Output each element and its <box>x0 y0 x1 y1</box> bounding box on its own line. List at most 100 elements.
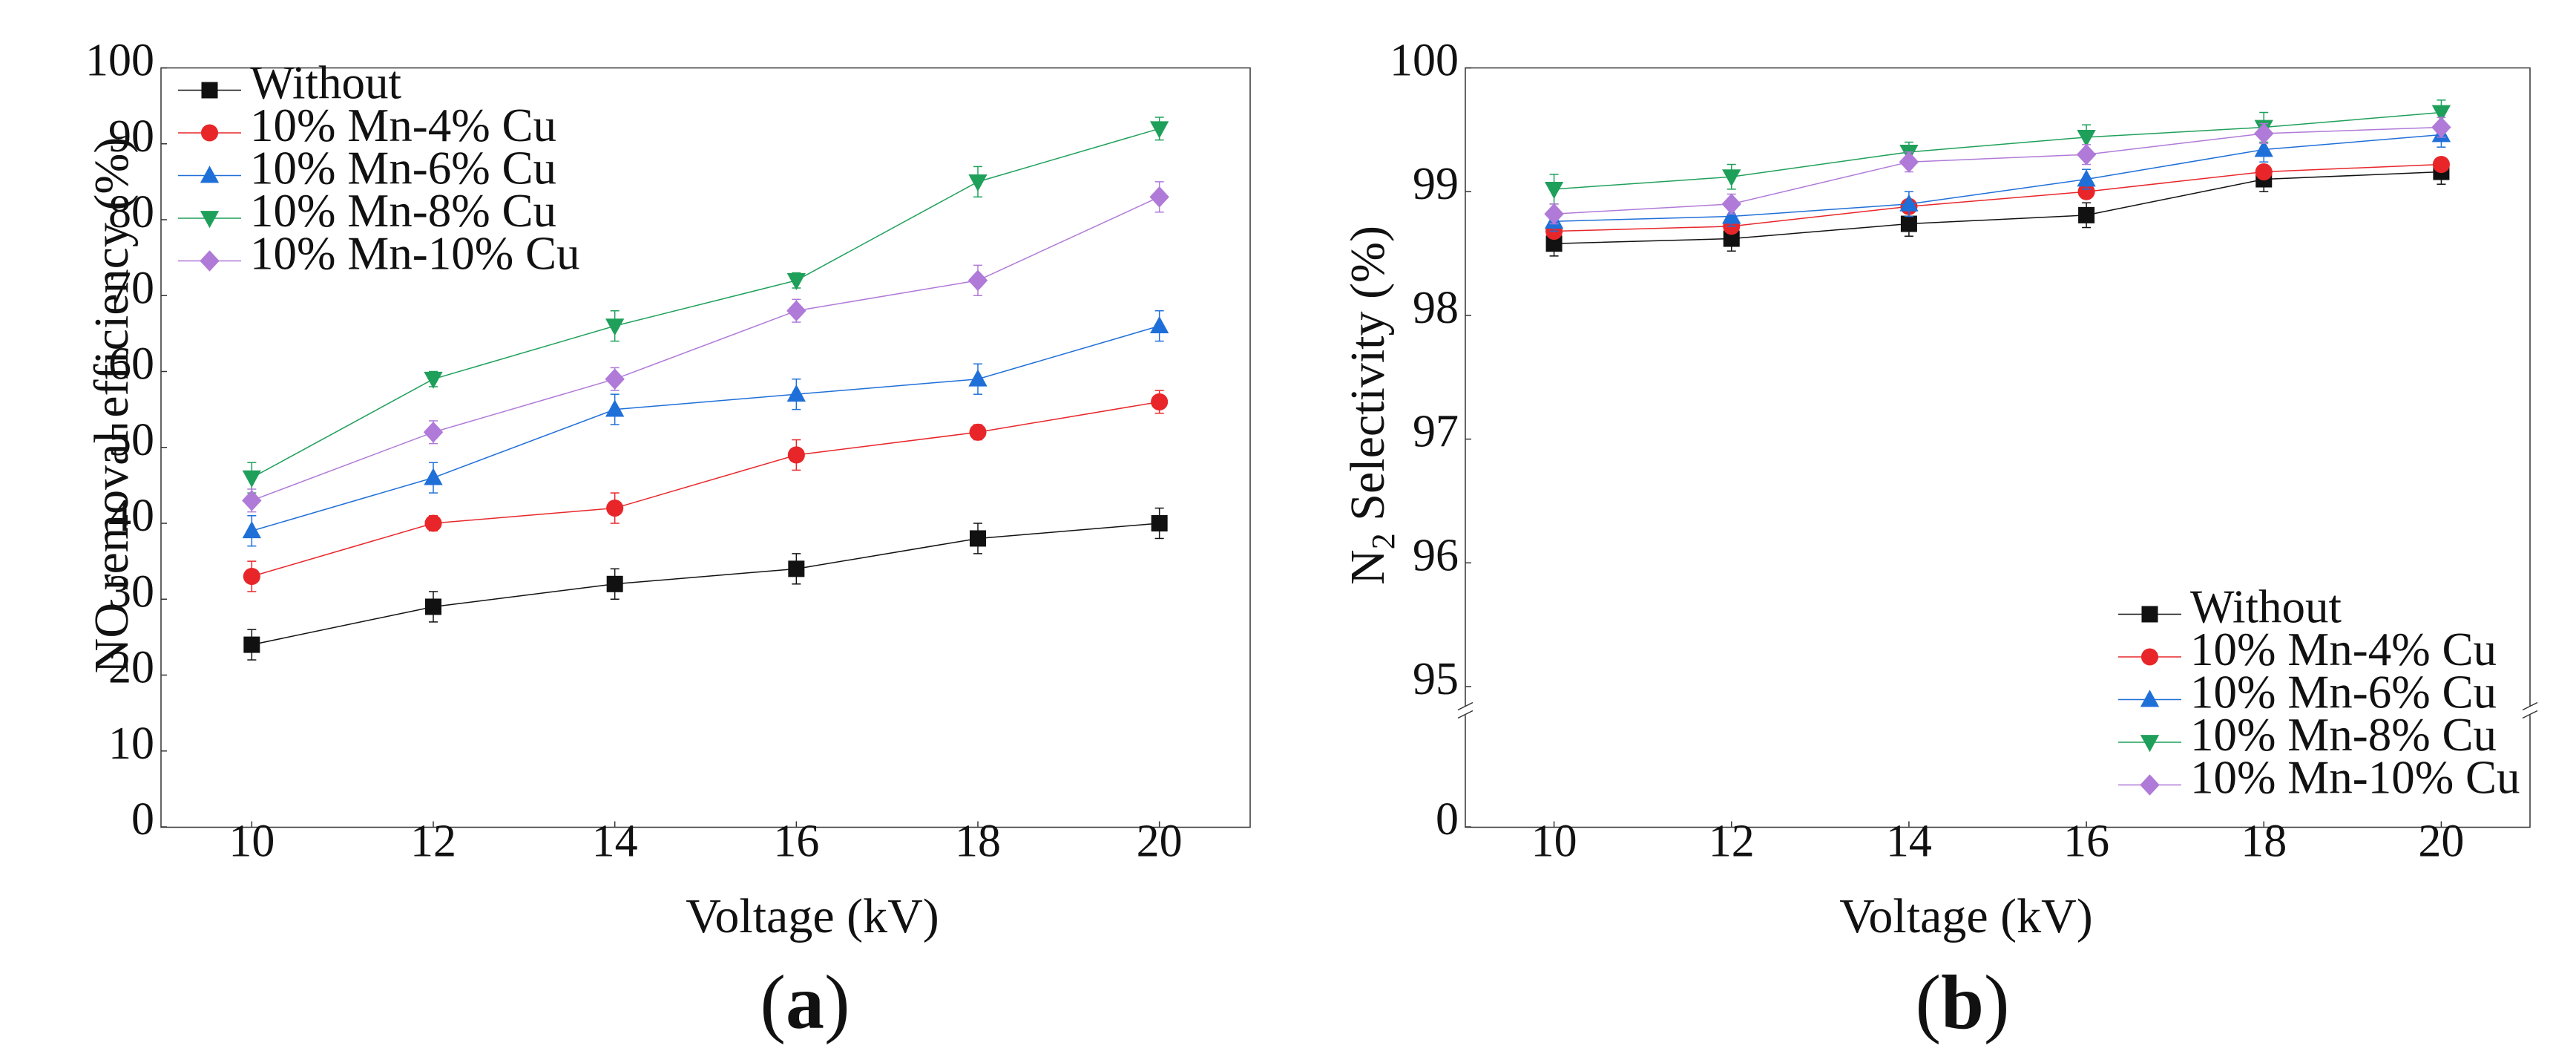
chart-a-legend-label: 10% Mn-4% Cu <box>250 99 556 151</box>
chart-b-data-point <box>2078 206 2095 223</box>
chart-b-series-line <box>1554 163 2442 232</box>
chart-b-series-line <box>1554 134 2442 222</box>
chart-a-y-tick-label: 80 <box>108 187 154 238</box>
chart-a-y-tick-label: 20 <box>108 643 154 693</box>
chart-a-data-point <box>1151 393 1169 410</box>
chart-a-data-point <box>1150 315 1169 334</box>
chart-b-data-point <box>2254 122 2274 145</box>
chart-a-x-tick-label: 12 <box>410 816 456 867</box>
chart-a-y-tick-label: 50 <box>108 415 154 465</box>
chart-a-y-tick-label: 70 <box>108 263 154 313</box>
chart-b-x-tick-label: 16 <box>2063 816 2109 867</box>
chart-a-data-point <box>605 399 625 417</box>
chart-a-data-point <box>424 371 443 389</box>
chart-a-x-axis-title: Voltage (kV) <box>686 889 939 943</box>
chart-b-data-point <box>1544 203 1564 225</box>
chart-b-data-point <box>2431 105 2451 122</box>
chart-b-data-point <box>2077 169 2096 187</box>
chart-b-x-tick-label: 12 <box>1709 816 1755 867</box>
chart-b-frame <box>1465 67 2531 828</box>
chart-a-series-0 <box>243 507 1168 661</box>
chart-b-y-axis-title-main: N <box>1341 549 1395 585</box>
chart-a-series-4 <box>242 181 1169 513</box>
chart-b-data-point <box>1545 235 1563 252</box>
chart-a-data-point <box>968 174 988 192</box>
chart-b-x-tick-label: 10 <box>1531 816 1577 867</box>
chart-b-series-line <box>1554 111 2442 190</box>
chart-a-series-line <box>252 325 1160 531</box>
chart-a-data-point <box>424 468 443 485</box>
chart-b-legend-marker <box>2141 606 2158 623</box>
chart-b-data-point <box>1721 193 1741 215</box>
chart-b-series-0 <box>1545 159 2450 257</box>
chart-b-y-tick-label: 99 <box>1413 159 1459 209</box>
chart-a-legend-marker <box>201 82 218 99</box>
chart-b-data-point <box>1900 215 1917 232</box>
chart-b-data-point <box>2432 155 2450 174</box>
chart-b-y-tick-label: 97 <box>1413 407 1459 457</box>
chart-b-y-tick-label: 95 <box>1413 654 1459 704</box>
chart-a-legend-marker <box>200 250 220 272</box>
chart-a-data-point <box>969 423 987 441</box>
chart-a-legend-label: 10% Mn-6% Cu <box>250 143 556 194</box>
chart-a-data-point <box>606 500 624 517</box>
chart-panel-a: 10 12 14 16 18 20 0 10 20 30 40 50 60 70 80 90 100 Withou… <box>85 36 1251 1045</box>
chart-a-data-point <box>425 598 441 615</box>
chart-a-data-point <box>788 560 805 577</box>
chart-a-y-axis-title: NO removal efficiency (%) <box>85 137 139 674</box>
chart-b-panel-label: (b) <box>1915 960 2009 1045</box>
chart-a-data-point <box>787 446 805 464</box>
chart-a-x-tick-label: 16 <box>773 816 819 867</box>
chart-b-data-point <box>2254 140 2273 157</box>
chart-a-series-3 <box>242 117 1169 494</box>
chart-b-data-point <box>1544 181 1564 200</box>
chart-b-axis-break-mark <box>2522 701 2538 711</box>
chart-b-data-point <box>2431 117 2451 138</box>
chart-b-x-tick-label: 20 <box>2418 816 2464 867</box>
chart-a-data-point <box>606 575 623 592</box>
chart-a-series-line <box>251 128 1160 479</box>
chart-b-x-tick-label: 18 <box>2241 816 2287 867</box>
chart-b-legend-label: 10% Mn-8% Cu <box>2190 709 2497 761</box>
chart-a-y-tick-label: 100 <box>85 36 154 86</box>
chart-a-legend-marker <box>200 166 220 183</box>
chart-a-data-point <box>967 269 988 292</box>
chart-a-y-tick-label: 10 <box>108 719 154 769</box>
chart-a-data-point <box>242 521 261 539</box>
chart-a-data-point <box>1149 186 1169 208</box>
chart-a-legend-label: 10% Mn-8% Cu <box>250 185 556 237</box>
chart-b-x-tick-label: 14 <box>1886 816 1932 867</box>
chart-b-data-point <box>2077 183 2095 200</box>
chart-a-series-2 <box>242 310 1169 547</box>
chart-a-x-tick-label: 10 <box>229 816 275 867</box>
chart-a-data-point <box>970 530 986 547</box>
chart-a-y-tick-label: 40 <box>108 491 154 541</box>
chart-b-series-line <box>1554 171 2442 244</box>
chart-b-legend-marker <box>2140 690 2160 707</box>
chart-a-series-line <box>252 523 1160 646</box>
chart-a-data-point <box>605 318 625 336</box>
chart-a-x-tick-label: 14 <box>592 816 638 867</box>
chart-b-legend-marker <box>2140 735 2160 753</box>
chart-a-legend-marker <box>200 124 219 142</box>
chart-b-data-point <box>1899 151 1919 173</box>
chart-a-y-tick-label: 60 <box>108 339 154 390</box>
chart-b-y-tick-label: 96 <box>1413 530 1459 580</box>
chart-b-axis-break-mark <box>1457 701 1473 711</box>
chart-b-data-point <box>1723 230 1740 247</box>
chart-a-data-point <box>424 514 442 532</box>
chart-b-panel-label-letter: b <box>1941 960 1984 1045</box>
chart-a-panel-label-letter: a <box>786 960 824 1045</box>
chart-b-series-4 <box>1544 117 2451 225</box>
chart-a-panel-label-close: ) <box>824 960 850 1045</box>
chart-b-series-line <box>1554 126 2442 215</box>
chart-b-y-tick-label: 98 <box>1413 283 1459 333</box>
chart-b-data-point <box>2077 129 2096 148</box>
chart-b-series-1 <box>1545 155 2450 240</box>
chart-b-x-axis-title: Voltage (kV) <box>1839 889 2093 943</box>
